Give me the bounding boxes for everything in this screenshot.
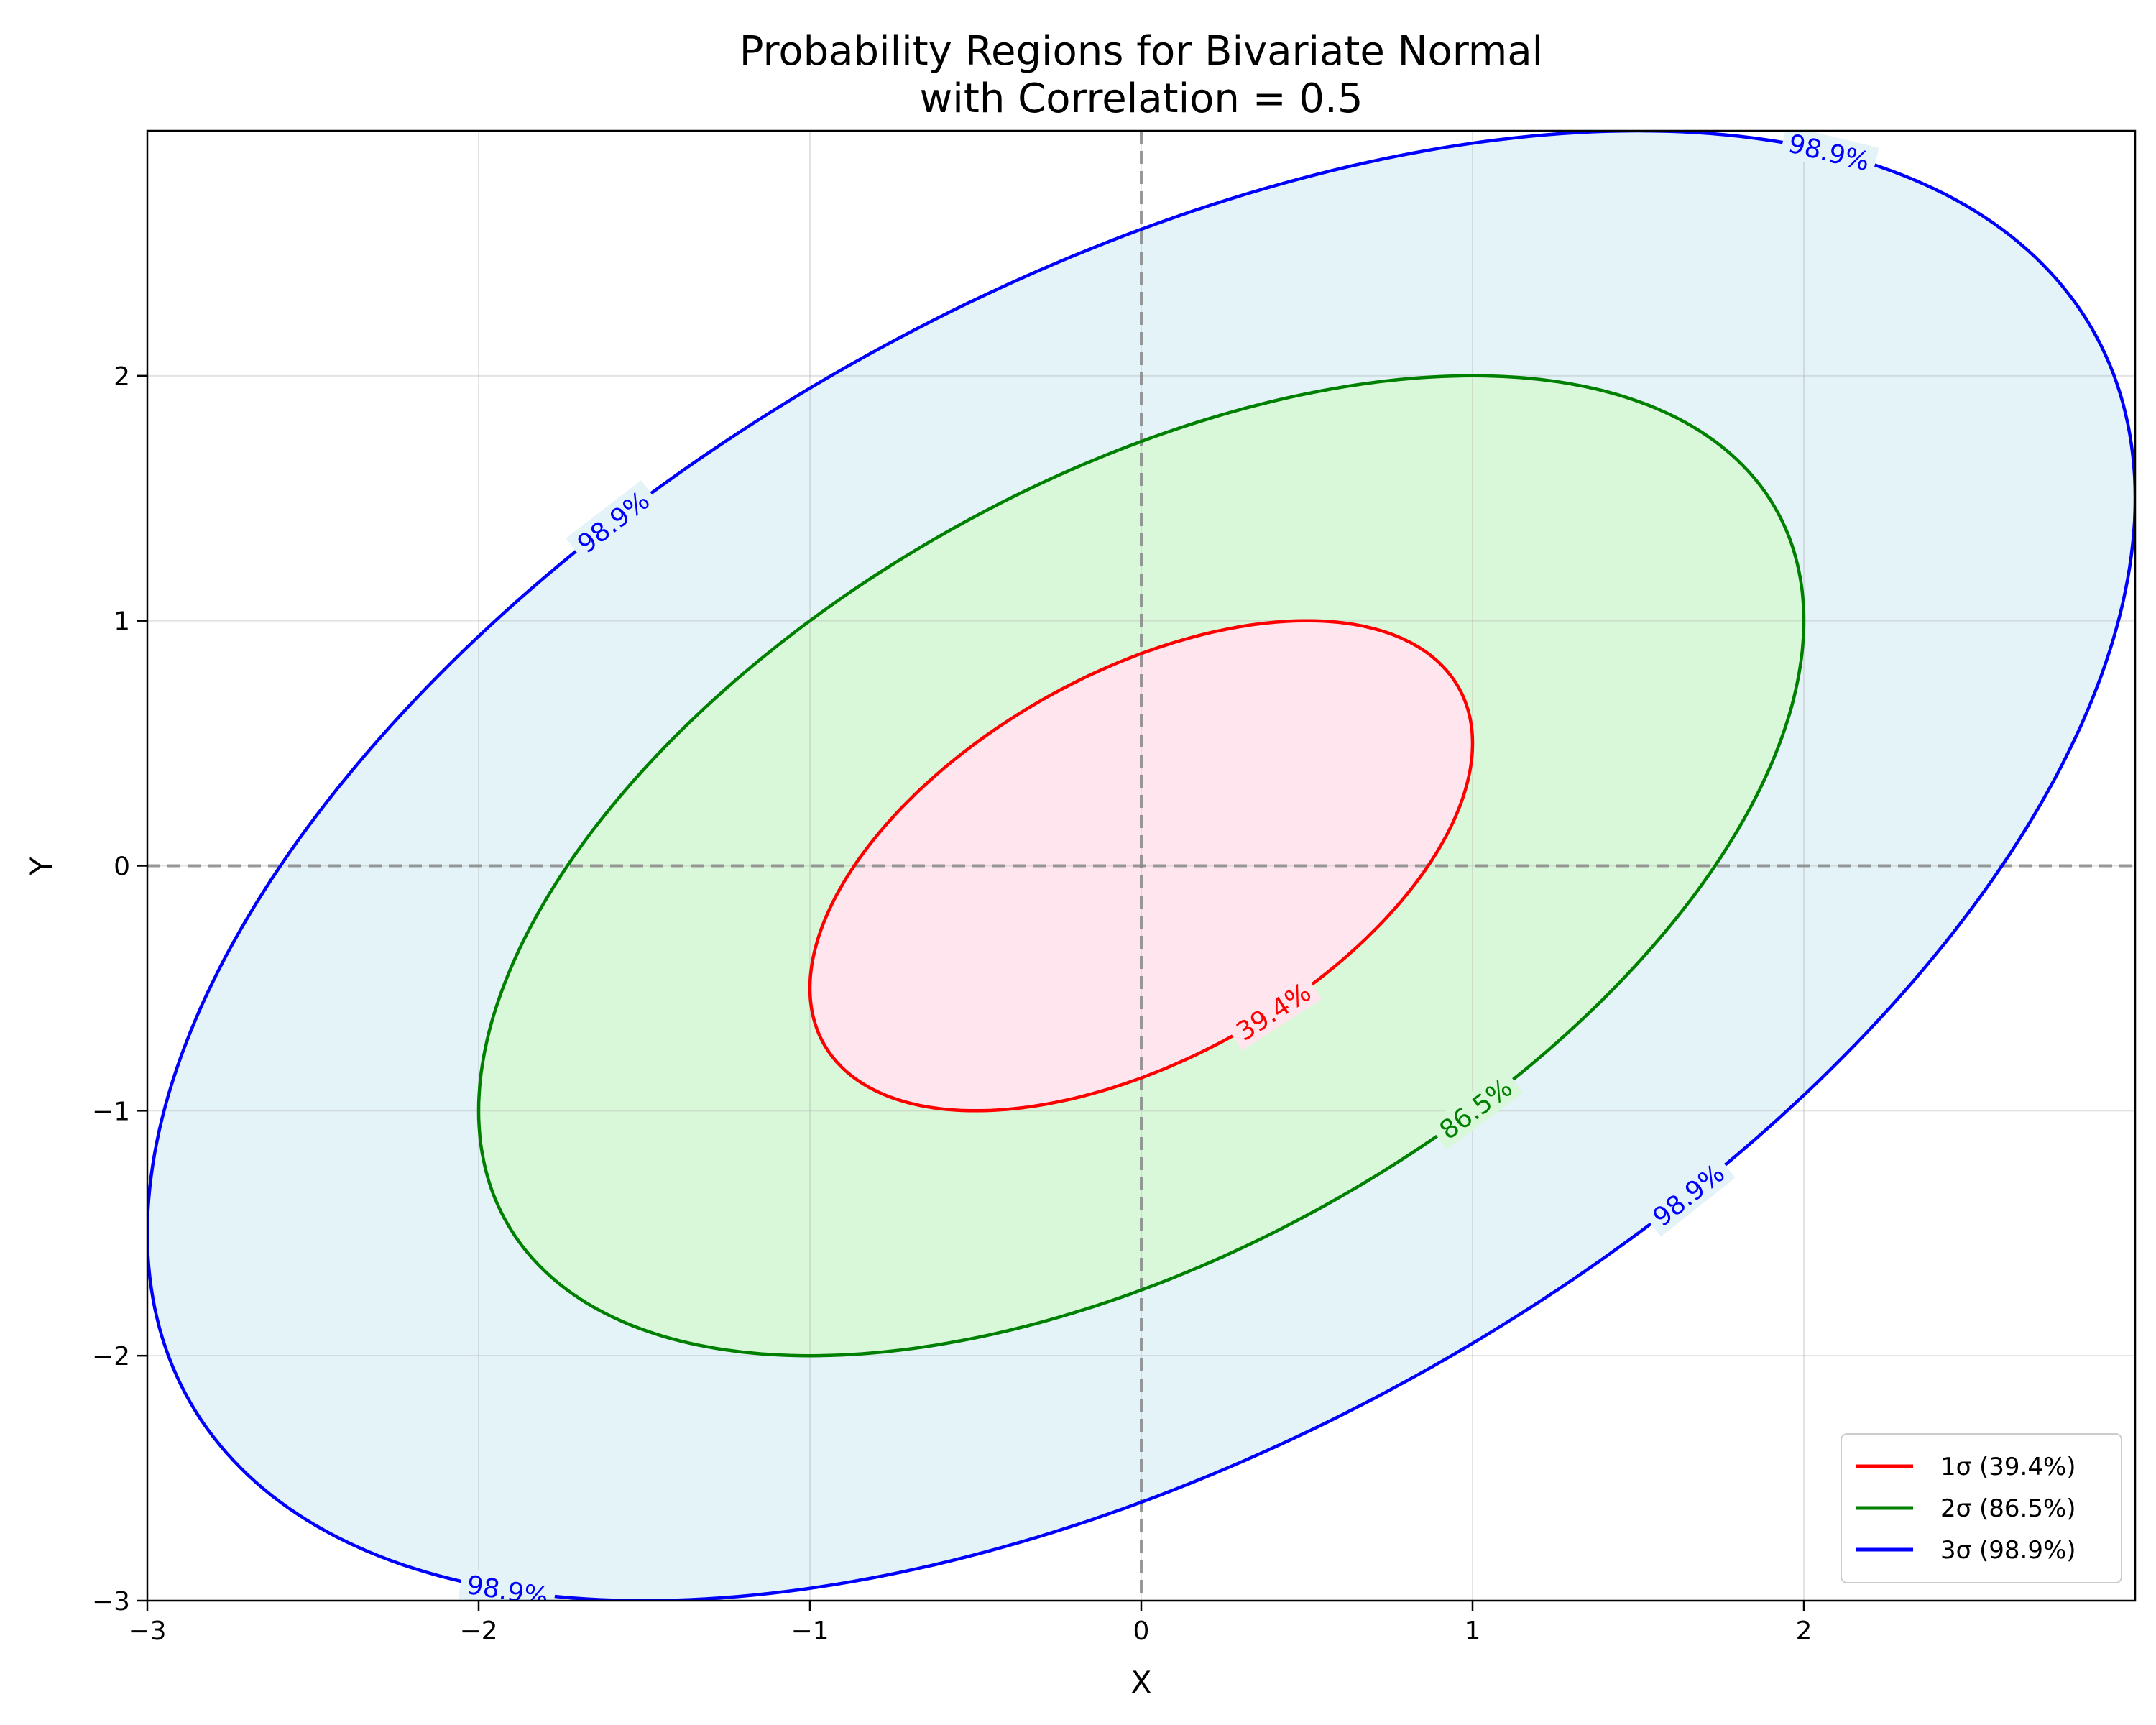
y-tick-label: −2: [92, 1342, 130, 1371]
x-tick-label: 1: [1465, 1616, 1481, 1646]
y-axis-label: Y: [24, 857, 59, 876]
legend-box: [1841, 1433, 2122, 1583]
legend-label-1sigma: 1σ (39.4%): [1940, 1453, 2076, 1481]
x-tick-label: 2: [1796, 1616, 1812, 1646]
y-tick-label: −3: [92, 1587, 130, 1616]
legend-label-2sigma: 2σ (86.5%): [1940, 1494, 2076, 1523]
x-axis-ticks: −3 −2 −1 0 1 2: [128, 1601, 1812, 1646]
contour-label-gap: [1641, 1153, 1736, 1237]
y-tick-label: 1: [114, 607, 130, 637]
x-tick-label: −3: [128, 1616, 166, 1646]
contour-label-gap: [1428, 1067, 1524, 1150]
y-axis-ticks: −3 −2 −1 0 1 2: [92, 362, 147, 1616]
chart-title-line-1: Probability Regions for Bivariate Normal: [740, 28, 1543, 75]
contour-label-gap: [1779, 131, 1879, 179]
x-tick-label: −1: [791, 1616, 829, 1646]
x-tick-label: 0: [1133, 1616, 1150, 1646]
chart-title-line-2: with Correlation = 0.5: [920, 75, 1363, 122]
legend-label-3sigma: 3σ (98.9%): [1940, 1536, 2076, 1565]
contour-label-gap: [458, 1567, 558, 1601]
y-tick-label: −1: [92, 1097, 130, 1126]
x-axis-label: X: [1131, 1665, 1152, 1700]
y-tick-label: 2: [114, 362, 130, 392]
contour-label-gap: [566, 480, 660, 564]
contour-line-3sigma: [147, 131, 2135, 1601]
x-tick-label: −2: [459, 1616, 497, 1646]
y-tick-label: 0: [114, 852, 130, 882]
legend: 1σ (39.4%) 2σ (86.5%) 3σ (98.9%): [1841, 1433, 2122, 1583]
contour-label-gap: [1225, 972, 1322, 1051]
plot-area: 39.4%86.5%98.9%98.9%98.9%98.9%: [147, 131, 2135, 1601]
reference-lines: [147, 131, 2135, 1601]
